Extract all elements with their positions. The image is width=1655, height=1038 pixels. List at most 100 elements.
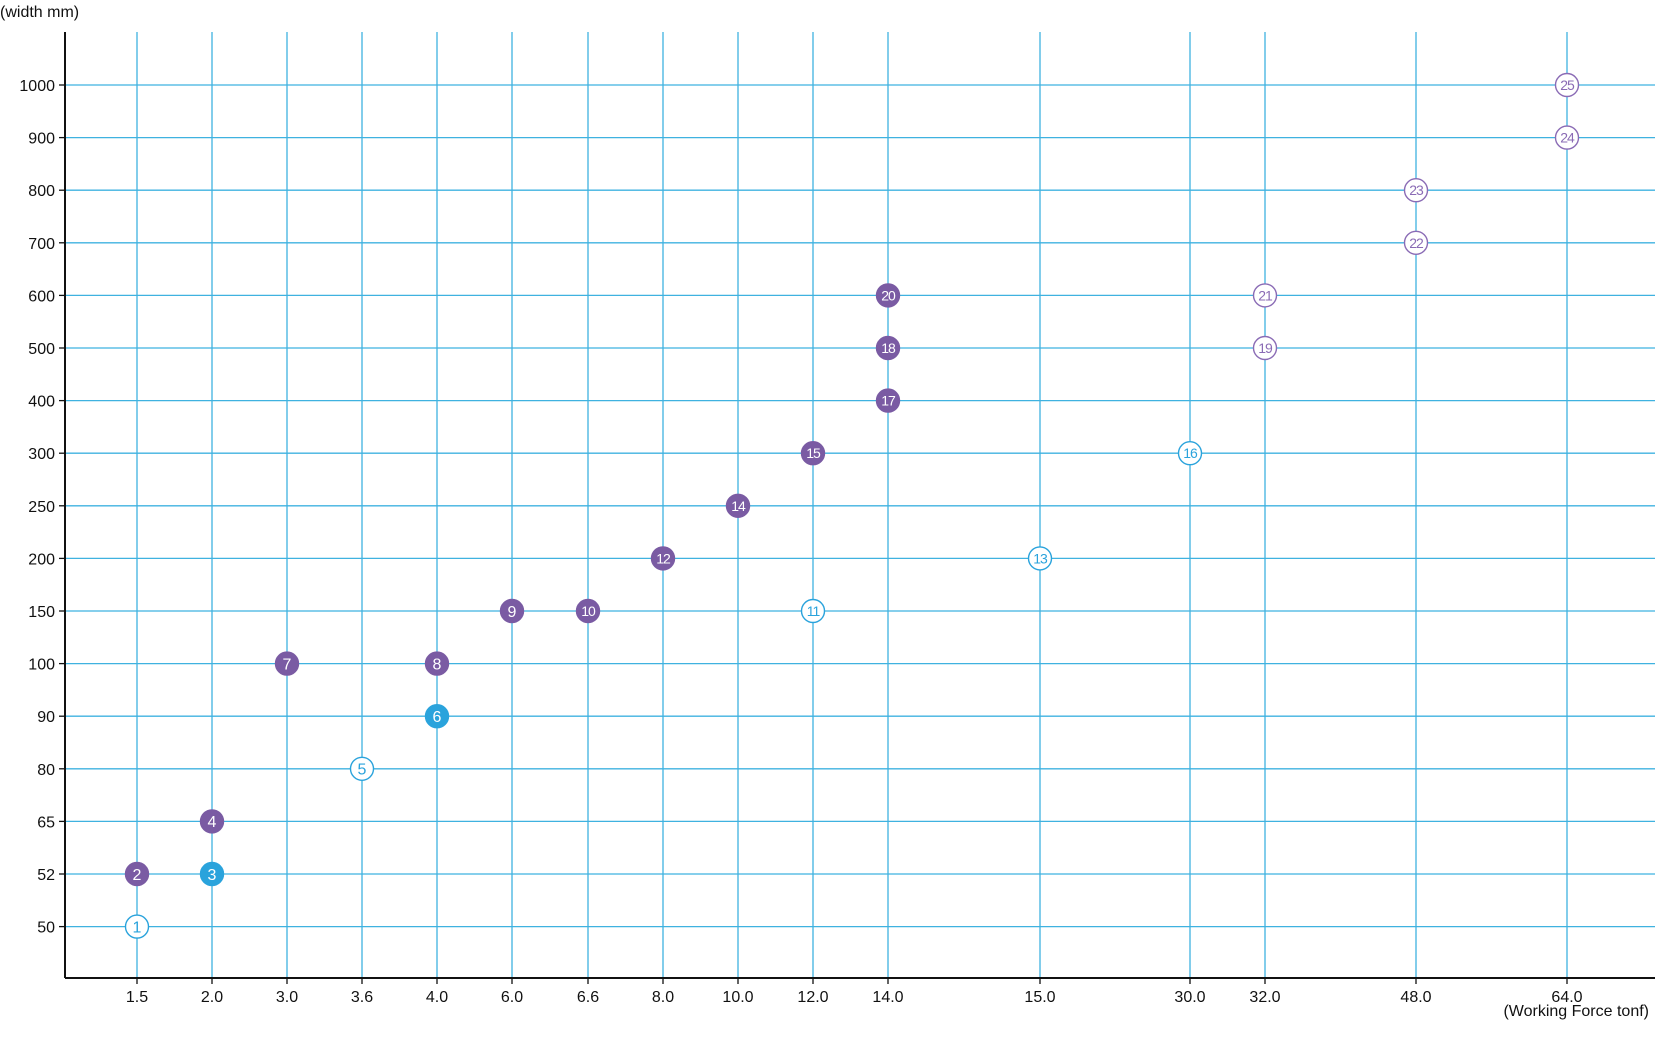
x-tick-label: 14.0 (872, 989, 903, 1006)
point-marker (1252, 283, 1278, 308)
point-label: 6 (433, 709, 442, 726)
y-tick-label: 300 (28, 446, 55, 463)
point-label: 7 (283, 656, 292, 673)
y-tick-label: 600 (28, 288, 55, 305)
x-tick-label: 6.6 (577, 989, 599, 1006)
point-label: 18 (881, 340, 896, 356)
y-tick-label: 150 (28, 604, 55, 621)
x-tick-label: 4.0 (426, 989, 448, 1006)
y-tick-label: 250 (28, 499, 55, 516)
point-marker (1403, 230, 1429, 256)
data-point-6: 6 (424, 704, 450, 729)
point-marker (499, 598, 525, 624)
x-tick-label: 15.0 (1024, 989, 1055, 1006)
y-tick-label: 200 (28, 551, 55, 568)
data-point-8: 8 (424, 651, 450, 676)
data-point-20: 20 (875, 283, 901, 308)
point-label: 22 (1409, 235, 1424, 251)
point-marker (875, 335, 901, 361)
point-marker (800, 598, 826, 624)
x-tick-label: 64.0 (1551, 989, 1582, 1006)
data-point-24: 24 (1554, 125, 1580, 150)
data-point-4: 4 (199, 809, 225, 834)
point-label: 12 (656, 550, 671, 566)
y-tick-label: 400 (28, 394, 55, 411)
point-marker (800, 441, 826, 466)
data-point-18: 18 (875, 335, 901, 361)
x-tick-label: 30.0 (1174, 989, 1205, 1006)
x-axis-title: (Working Force tonf) (1503, 1003, 1649, 1020)
point-marker (274, 651, 300, 676)
point-label: 1 (133, 919, 142, 936)
point-marker (424, 704, 450, 729)
point-marker (875, 283, 901, 308)
point-marker (725, 493, 751, 518)
data-point-7: 7 (274, 651, 300, 676)
point-label: 24 (1560, 130, 1575, 146)
y-tick-label: 900 (28, 131, 55, 148)
x-tick-label: 6.0 (501, 989, 523, 1006)
point-marker (124, 861, 150, 887)
x-tick-label: 48.0 (1400, 989, 1431, 1006)
point-label: 23 (1409, 182, 1424, 198)
data-point-11: 11 (800, 598, 826, 624)
point-label: 9 (508, 604, 517, 621)
point-label: 16 (1183, 445, 1198, 461)
data-point-21: 21 (1252, 283, 1278, 308)
y-tick-label: 500 (28, 341, 55, 358)
point-label: 4 (208, 814, 217, 831)
point-marker (199, 809, 225, 834)
point-marker (1554, 125, 1580, 150)
point-marker (1027, 546, 1053, 571)
data-point-25: 25 (1554, 72, 1580, 98)
x-tick-label: 2.0 (201, 989, 223, 1006)
data-point-23: 23 (1403, 177, 1429, 203)
point-label: 19 (1258, 340, 1273, 356)
y-tick-label: 80 (37, 762, 55, 779)
data-point-5: 5 (349, 756, 375, 781)
data-point-22: 22 (1403, 230, 1429, 256)
x-tick-labels: 1.5 2.0 3.0 3.6 4.0 6.0 6.6 8.0 10.0 12.0 14.0 15.0… (126, 989, 1583, 1006)
point-label: 11 (807, 603, 821, 619)
x-tick-label: 8.0 (652, 989, 674, 1006)
data-point-3: 3 (199, 861, 225, 887)
point-marker (1403, 177, 1429, 203)
data-point-1: 1 (124, 914, 150, 939)
point-marker (424, 651, 450, 676)
axes (59, 32, 1655, 984)
point-marker (349, 756, 375, 781)
data-point-19: 19 (1252, 335, 1278, 361)
data-point-13: 13 (1027, 546, 1053, 571)
point-label: 13 (1033, 550, 1048, 566)
y-axis-title: (width mm) (0, 4, 80, 21)
point-marker (875, 388, 901, 413)
data-point-12: 12 (650, 546, 676, 571)
x-grid-lines (136, 32, 1568, 978)
x-tick-label: 1.5 (126, 989, 148, 1006)
point-marker (1252, 335, 1278, 361)
point-marker (1554, 72, 1580, 98)
point-label: 15 (806, 445, 821, 461)
point-marker (650, 546, 676, 571)
y-tick-label: 700 (28, 236, 55, 253)
x-tick-label: 10.0 (722, 989, 753, 1006)
data-point-14: 14 (725, 493, 751, 518)
y-tick-label: 50 (37, 920, 55, 937)
y-tick-labels: 50 52 65 80 90 100 150 200 250 300 400 500 600 700 800… (19, 78, 55, 937)
data-point-16: 16 (1177, 441, 1203, 466)
x-tick-label: 3.6 (351, 989, 373, 1006)
y-tick-label: 90 (37, 709, 55, 726)
x-tick-label: 32.0 (1249, 989, 1280, 1006)
y-tick-label: 1000 (19, 78, 55, 95)
point-label: 20 (881, 287, 896, 303)
data-point-2: 2 (124, 861, 150, 887)
point-label: 3 (208, 867, 217, 884)
point-label: 8 (433, 656, 442, 673)
point-label: 14 (731, 498, 746, 514)
data-point-17: 17 (875, 388, 901, 413)
point-label: 2 (133, 867, 142, 884)
data-point-10: 10 (575, 598, 601, 624)
point-label: 5 (358, 762, 367, 779)
